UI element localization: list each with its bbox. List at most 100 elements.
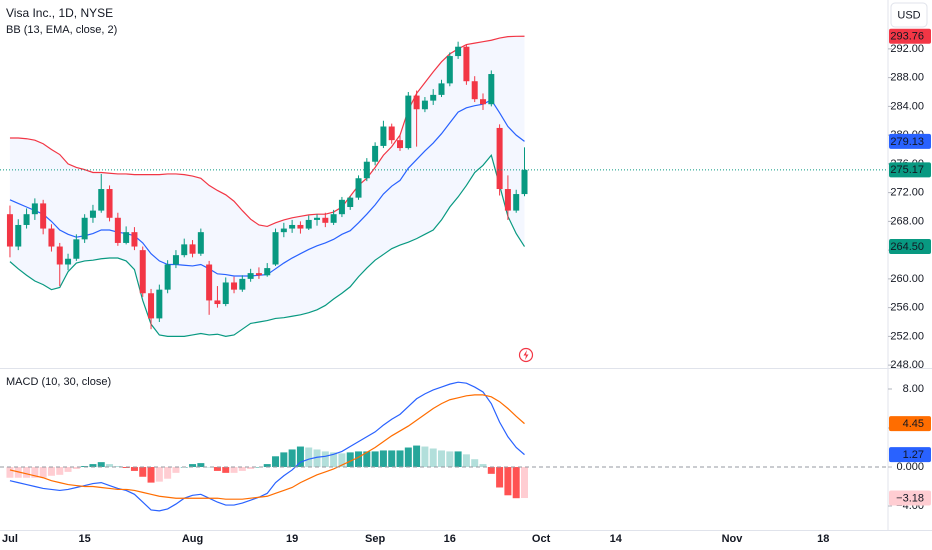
candle-body <box>355 178 362 198</box>
last-price-badge: 275.17 <box>890 164 924 176</box>
candle-body <box>455 46 462 57</box>
bb-basis-badge: 279.13 <box>890 136 924 148</box>
signal-badge: 4.45 <box>903 418 924 430</box>
histogram-bar <box>205 467 213 468</box>
last-price-badge-bg <box>889 162 931 178</box>
candle-body <box>314 217 321 220</box>
y-tick-label: 268.00 <box>890 215 924 227</box>
histogram-bar <box>39 467 47 478</box>
candle-body <box>480 99 487 105</box>
macd-legend: MACD (10, 30, close) <box>6 376 111 388</box>
histogram-bar <box>189 464 197 468</box>
y-tick-label: 288.00 <box>890 72 924 84</box>
candle-body <box>181 244 188 256</box>
histogram-bar <box>222 467 230 473</box>
candle-body <box>148 293 155 319</box>
candle-body <box>206 264 213 301</box>
histogram-bar <box>89 464 97 468</box>
candle-body <box>496 127 503 190</box>
histogram-bar <box>72 467 80 469</box>
candle-body <box>430 94 437 101</box>
bb-lower <box>9 153 526 337</box>
macd-badge: 1.27 <box>903 449 924 461</box>
candle-body <box>289 224 296 229</box>
y-tick-label: 284.00 <box>890 100 924 112</box>
histogram-bar <box>496 467 504 488</box>
icon-bolt[interactable] <box>523 350 529 360</box>
histogram-bar <box>371 451 379 468</box>
histogram-bar <box>338 453 346 468</box>
histogram-bar <box>504 467 512 496</box>
candle-body <box>197 232 204 254</box>
histogram-bar <box>56 467 64 475</box>
histogram-bar <box>355 451 363 468</box>
candle-body <box>421 100 428 110</box>
plot-area <box>0 35 888 512</box>
histogram-bar <box>512 467 520 499</box>
histogram-bar <box>429 448 437 468</box>
bb-lower-badge-bg <box>889 239 931 255</box>
histogram-bar <box>388 450 396 468</box>
histogram-bar <box>31 467 39 478</box>
candle-body <box>73 239 80 259</box>
histogram-bar <box>404 447 412 468</box>
x-tick-label: 14 <box>610 533 623 545</box>
histogram-bar <box>238 467 246 471</box>
y-tick-label: 272.00 <box>890 187 924 199</box>
replay-icon[interactable] <box>518 347 534 363</box>
histogram-bar <box>263 464 271 468</box>
candle-body <box>31 203 38 215</box>
macd-badge-bg <box>889 447 931 463</box>
histogram-bar <box>421 446 429 468</box>
currency-button-frame[interactable] <box>890 2 928 28</box>
candle-body <box>164 264 171 290</box>
candle-body <box>172 255 179 265</box>
candle-body <box>23 214 30 225</box>
y-tick-label: 256.00 <box>890 302 924 314</box>
histogram-bar <box>255 467 263 468</box>
candle-body <box>347 197 354 207</box>
candle-body <box>380 126 387 146</box>
y-tick-label: 292.00 <box>890 43 924 55</box>
histogram-bar <box>462 454 470 468</box>
candle-body <box>463 46 470 82</box>
histogram-bar <box>164 467 172 479</box>
histogram-bar <box>114 466 122 468</box>
symbol-title: Visa Inc., 1D, NYSE <box>6 6 113 20</box>
candle-body <box>106 189 113 218</box>
x-tick-label: Oct <box>532 533 551 545</box>
candle-body <box>255 273 262 276</box>
bb-upper-badge-bg <box>889 28 931 44</box>
histogram-badge: −3.18 <box>896 492 924 504</box>
y-tick-label: 252.00 <box>890 330 924 342</box>
candle-body <box>297 224 304 229</box>
candle-body <box>65 258 72 265</box>
x-tick-label: 18 <box>817 533 829 545</box>
histogram-bar <box>247 467 255 469</box>
candle-body <box>438 83 445 95</box>
x-tick-label: Sep <box>365 533 385 545</box>
candle-body <box>48 228 55 247</box>
x-tick-label: 15 <box>79 533 91 545</box>
y-tick-label: 0.000 <box>896 461 924 473</box>
candle-body <box>446 56 453 84</box>
currency-label[interactable]: USD <box>897 9 920 21</box>
histogram-bar <box>346 452 354 468</box>
x-tick-label: 16 <box>444 533 456 545</box>
candle-body <box>214 300 221 305</box>
histogram-bar <box>413 445 421 468</box>
histogram-bar <box>288 449 296 468</box>
currency-button[interactable]: USD <box>890 2 928 28</box>
histogram-bar <box>6 467 14 478</box>
histogram-badge-bg <box>889 490 931 506</box>
bb-lower-badge: 264.50 <box>890 241 924 253</box>
histogram-bar <box>296 446 304 468</box>
candle-body <box>405 95 412 149</box>
candle-body <box>247 273 254 279</box>
histogram-bar <box>197 463 205 468</box>
candle-body <box>372 145 379 162</box>
candle-body <box>231 282 238 290</box>
candle-body <box>56 246 63 265</box>
histogram-bar <box>487 467 495 474</box>
